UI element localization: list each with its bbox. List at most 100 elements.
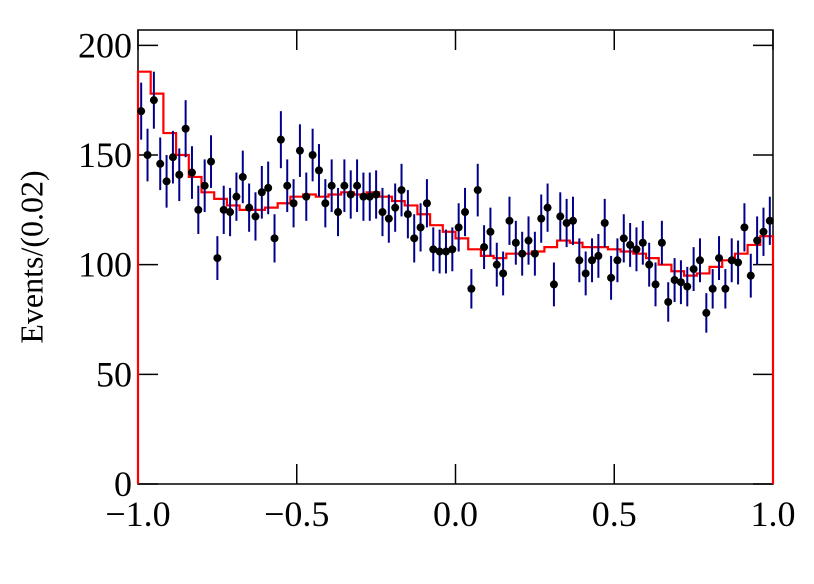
data-point: [238, 172, 247, 181]
data-point: [429, 245, 438, 254]
data-point: [435, 247, 444, 256]
data-point: [715, 254, 724, 263]
data-point: [759, 227, 768, 236]
data-point: [575, 256, 584, 265]
data-point: [321, 199, 330, 208]
data-point: [765, 216, 774, 225]
data-point: [257, 188, 266, 197]
data-point: [537, 214, 546, 223]
data-point: [556, 212, 565, 221]
data-point: [626, 240, 635, 249]
data-point: [353, 181, 362, 190]
data-point: [232, 192, 241, 201]
data-point: [613, 256, 622, 265]
data-point: [530, 249, 539, 258]
data-point: [708, 284, 717, 293]
data-point: [168, 153, 177, 162]
data-point: [568, 216, 577, 225]
data-point: [473, 186, 482, 195]
data-point: [524, 236, 533, 245]
data-point: [207, 157, 216, 166]
data-point: [162, 177, 171, 186]
data-point: [391, 203, 400, 212]
data-point: [518, 249, 527, 258]
data-point: [588, 256, 597, 265]
data-point: [683, 282, 692, 291]
x-tick-label: 1.0: [751, 494, 796, 534]
y-axis-label: Events/(0.02): [13, 170, 49, 343]
data-point: [213, 254, 222, 263]
data-point: [403, 210, 412, 219]
data-point: [372, 190, 381, 199]
data-point: [607, 273, 616, 282]
data-point: [695, 256, 704, 265]
y-tick-label: 50: [96, 354, 132, 394]
data-point: [651, 280, 660, 289]
data-point: [334, 208, 343, 217]
data-point: [594, 251, 603, 260]
data-point: [410, 234, 419, 243]
data-point: [702, 308, 711, 317]
y-tick-label: 0: [114, 464, 132, 504]
data-point: [416, 223, 425, 232]
data-point: [283, 181, 292, 190]
data-point: [397, 186, 406, 195]
data-point: [289, 199, 298, 208]
data-point: [384, 214, 393, 223]
data-point: [657, 238, 666, 247]
data-point: [600, 219, 609, 228]
data-point: [505, 216, 514, 225]
data-point: [264, 183, 273, 192]
data-point: [632, 245, 641, 254]
data-point: [664, 297, 673, 306]
data-point: [302, 192, 311, 201]
data-point: [746, 271, 755, 280]
data-point: [645, 260, 654, 269]
data-point: [346, 190, 355, 199]
data-point: [740, 223, 749, 232]
data-point: [734, 258, 743, 267]
data-point: [200, 181, 209, 190]
data-point: [270, 234, 279, 243]
data-point: [676, 278, 685, 287]
data-point: [143, 151, 152, 160]
data-point: [245, 203, 254, 212]
data-point: [194, 205, 203, 214]
data-point: [467, 284, 476, 293]
y-tick-label: 200: [78, 25, 132, 65]
data-point: [137, 107, 146, 116]
data-point: [619, 234, 628, 243]
data-point: [219, 205, 228, 214]
data-point: [454, 223, 463, 232]
data-point: [422, 199, 431, 208]
data-point: [492, 260, 501, 269]
data-point: [689, 265, 698, 274]
data-point: [340, 181, 349, 190]
x-tick-label: −0.5: [264, 494, 329, 534]
data-point: [295, 146, 304, 155]
y-tick-label: 100: [78, 245, 132, 285]
model-histogram: [136, 70, 775, 484]
data-point: [448, 245, 457, 254]
data-point: [226, 208, 235, 217]
data-point: [314, 166, 323, 175]
data-point: [562, 219, 571, 228]
x-tick-label: 0.0: [433, 494, 478, 534]
data-point: [175, 170, 184, 179]
data-point: [327, 181, 336, 190]
data-point: [511, 238, 520, 247]
data-point: [181, 124, 190, 133]
x-tick-label: 0.5: [592, 494, 637, 534]
data-point: [187, 168, 196, 177]
y-tick-label: 150: [78, 135, 132, 175]
data-point: [251, 212, 260, 221]
data-point: [276, 135, 285, 144]
data-point: [308, 151, 317, 160]
data-point: [543, 203, 552, 212]
plot-frame: [137, 29, 774, 485]
data-point: [149, 96, 158, 105]
data-point: [378, 208, 387, 217]
data-point: [156, 159, 165, 168]
data-point: [359, 192, 368, 201]
